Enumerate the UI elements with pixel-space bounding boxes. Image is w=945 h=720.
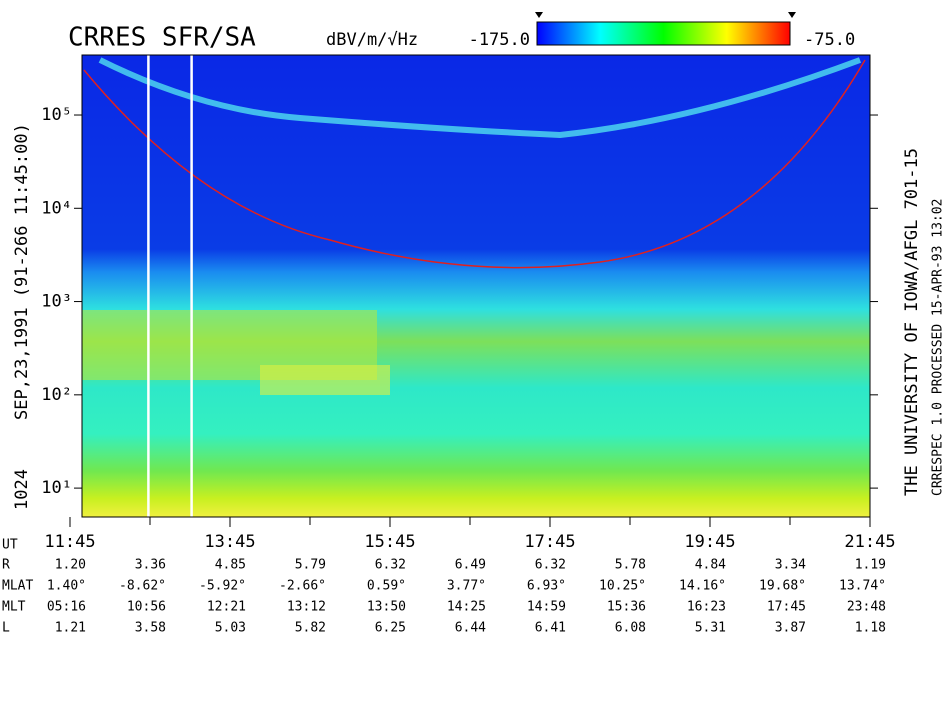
institution-label: THE UNIVERSITY OF IOWA/AFGL 701-15 bbox=[902, 148, 922, 496]
ephemeris-row-label: MLAT bbox=[2, 579, 33, 594]
ephemeris-value: 1.21 bbox=[55, 621, 86, 636]
date-label: SEP,23,1991 (91-266 11:45:00) bbox=[12, 123, 32, 420]
ephemeris-value: -5.92° bbox=[199, 579, 246, 594]
ephemeris-value: 6.08 bbox=[615, 621, 646, 636]
ephemeris-value: 5.03 bbox=[215, 621, 246, 636]
ephemeris-row-label: MLT bbox=[2, 600, 26, 615]
ephemeris-value: 23:48 bbox=[847, 600, 886, 615]
ephemeris-value: 1.40° bbox=[47, 579, 86, 594]
ephemeris-value: 13:12 bbox=[287, 600, 326, 615]
plot-frame bbox=[81, 54, 871, 518]
ephemeris-value: 6.93° bbox=[527, 579, 566, 594]
x-axis-label: UT bbox=[2, 538, 18, 553]
ephemeris-value: 13:50 bbox=[367, 600, 406, 615]
ephemeris-value: 6.25 bbox=[375, 621, 406, 636]
ephemeris-value: -2.66° bbox=[279, 579, 326, 594]
ephemeris-value: 1.19 bbox=[855, 558, 886, 573]
y-tick-label: 10³ bbox=[41, 292, 72, 312]
ephemeris-value: 1.20 bbox=[55, 558, 86, 573]
ephemeris-value: 3.58 bbox=[135, 621, 166, 636]
x-tick-label: 21:45 bbox=[844, 532, 895, 552]
ephemeris-value: 14:25 bbox=[447, 600, 486, 615]
ephemeris-value: -8.62° bbox=[119, 579, 166, 594]
colorbar-min: -175.0 bbox=[469, 30, 530, 50]
ephemeris-value: 1.18 bbox=[855, 621, 886, 636]
y-tick-label: 10¹ bbox=[41, 478, 72, 498]
ephemeris-value: 4.85 bbox=[215, 558, 246, 573]
spectrogram-image bbox=[82, 55, 870, 517]
ephemeris-value: 6.44 bbox=[455, 621, 486, 636]
x-tick-label: 17:45 bbox=[524, 532, 575, 552]
ephemeris-value: 12:21 bbox=[207, 600, 246, 615]
x-tick-label: 11:45 bbox=[44, 532, 95, 552]
ephemeris-value: 14.16° bbox=[679, 579, 726, 594]
ephemeris-value: 10:56 bbox=[127, 600, 166, 615]
y-tick-label: 10⁵ bbox=[41, 105, 72, 125]
sample-label: 1024 bbox=[12, 469, 32, 510]
ephemeris-value: 19.68° bbox=[759, 579, 806, 594]
ephemeris-value: 5.31 bbox=[695, 621, 726, 636]
ephemeris-value: 6.32 bbox=[375, 558, 406, 573]
chart-title: CRRES SFR/SA bbox=[68, 23, 256, 53]
y-tick-label: 10² bbox=[41, 385, 72, 405]
colorbar-max: -75.0 bbox=[804, 30, 855, 50]
ephemeris-value: 3.87 bbox=[775, 621, 806, 636]
ephemeris-value: 3.34 bbox=[775, 558, 806, 573]
x-tick-label: 19:45 bbox=[684, 532, 735, 552]
ephemeris-value: 6.41 bbox=[535, 621, 566, 636]
ephemeris-value: 17:45 bbox=[767, 600, 806, 615]
colorbar bbox=[536, 21, 791, 46]
ephemeris-value: 5.79 bbox=[295, 558, 326, 573]
ephemeris-value: 5.78 bbox=[615, 558, 646, 573]
ephemeris-value: 3.36 bbox=[135, 558, 166, 573]
ephemeris-value: 10.25° bbox=[599, 579, 646, 594]
ephemeris-value: 13.74° bbox=[839, 579, 886, 594]
x-tick-label: 13:45 bbox=[204, 532, 255, 552]
ephemeris-value: 3.77° bbox=[447, 579, 486, 594]
ephemeris-value: 16:23 bbox=[687, 600, 726, 615]
ephemeris-value: 4.84 bbox=[695, 558, 726, 573]
ephemeris-value: 6.49 bbox=[455, 558, 486, 573]
colorbar-marker bbox=[788, 12, 796, 18]
ephemeris-row-label: L bbox=[2, 621, 10, 636]
y-tick-label: 10⁴ bbox=[41, 198, 72, 218]
ephemeris-value: 14:59 bbox=[527, 600, 566, 615]
colorbar-marker bbox=[535, 12, 543, 18]
processing-label: CRRESPEC 1.0 PROCESSED 15-APR-93 13:02 bbox=[931, 199, 945, 496]
ephemeris-value: 15:36 bbox=[607, 600, 646, 615]
ephemeris-value: 0.59° bbox=[367, 579, 406, 594]
x-tick-label: 15:45 bbox=[364, 532, 415, 552]
ephemeris-value: 6.32 bbox=[535, 558, 566, 573]
ephemeris-value: 05:16 bbox=[47, 600, 86, 615]
colorbar-unit: dBV/m/√Hz bbox=[326, 30, 418, 50]
ephemeris-value: 5.82 bbox=[295, 621, 326, 636]
ephemeris-row-label: R bbox=[2, 558, 10, 573]
